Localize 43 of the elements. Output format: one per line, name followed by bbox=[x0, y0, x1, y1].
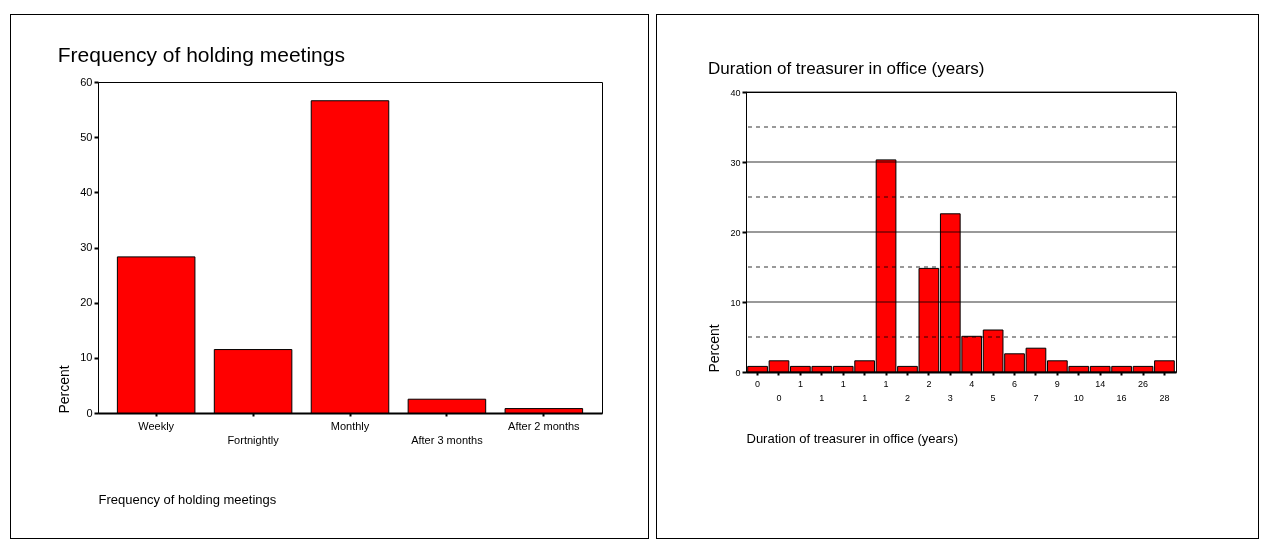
x-axis-title: Frequency of holding meetings bbox=[98, 491, 277, 507]
x-tick-label: 2 bbox=[904, 392, 910, 403]
y-tick-label: 40 bbox=[730, 87, 741, 98]
x-tick-label: 14 bbox=[1095, 378, 1106, 389]
y-axis-title: Percent bbox=[56, 365, 73, 414]
y-tick-label: 0 bbox=[86, 406, 93, 419]
x-tick-label: 9 bbox=[1054, 378, 1060, 389]
x-tick-label: 2 bbox=[926, 378, 932, 389]
y-axis-title: Percent bbox=[706, 324, 723, 373]
y-tick-label: 10 bbox=[80, 351, 93, 364]
y-tick-label: 30 bbox=[730, 157, 741, 168]
x-tick-label: 7 bbox=[1033, 392, 1039, 403]
x-tick-label: 0 bbox=[755, 378, 761, 389]
x-axis-title: Duration of treasurer in office (years) bbox=[746, 430, 958, 446]
x-tick-label: 1 bbox=[819, 392, 825, 403]
x-tick-label: 1 bbox=[883, 378, 889, 389]
chart-title: Frequency of holding meetings bbox=[57, 43, 345, 66]
x-tick-label: After 3 months bbox=[411, 433, 484, 446]
x-tick-label: Monthly bbox=[330, 419, 370, 432]
y-tick-label: 40 bbox=[80, 185, 93, 198]
x-tick-label: After 2 months bbox=[508, 419, 581, 432]
x-tick-label: 4 bbox=[969, 378, 975, 389]
x-tick-label: 16 bbox=[1116, 392, 1127, 403]
x-tick-label: 1 bbox=[862, 392, 868, 403]
chart-title: Duration of treasurer in office (years) bbox=[707, 59, 985, 78]
x-tick-label: 3 bbox=[947, 392, 953, 403]
y-tick-label: 30 bbox=[80, 241, 93, 253]
x-tick-label: Fortnightly bbox=[227, 433, 280, 446]
x-tick-label: 5 bbox=[990, 392, 996, 403]
x-tick-label: 1 bbox=[840, 378, 846, 389]
x-tick-label: 6 bbox=[1012, 378, 1018, 389]
y-tick-label: 0 bbox=[735, 367, 741, 378]
y-tick-label: 60 bbox=[80, 75, 93, 88]
y-tick-label: 10 bbox=[730, 297, 741, 308]
x-tick-label: 10 bbox=[1073, 392, 1084, 403]
x-tick-label: 26 bbox=[1138, 378, 1149, 389]
y-tick-label: 20 bbox=[80, 296, 93, 309]
x-tick-label: Weekly bbox=[138, 419, 175, 432]
x-tick-label: 1 bbox=[797, 378, 803, 389]
x-tick-label: 0 bbox=[776, 392, 782, 403]
y-tick-label: 20 bbox=[730, 227, 741, 238]
y-tick-label: 50 bbox=[80, 130, 93, 143]
x-tick-label: 28 bbox=[1159, 392, 1170, 403]
